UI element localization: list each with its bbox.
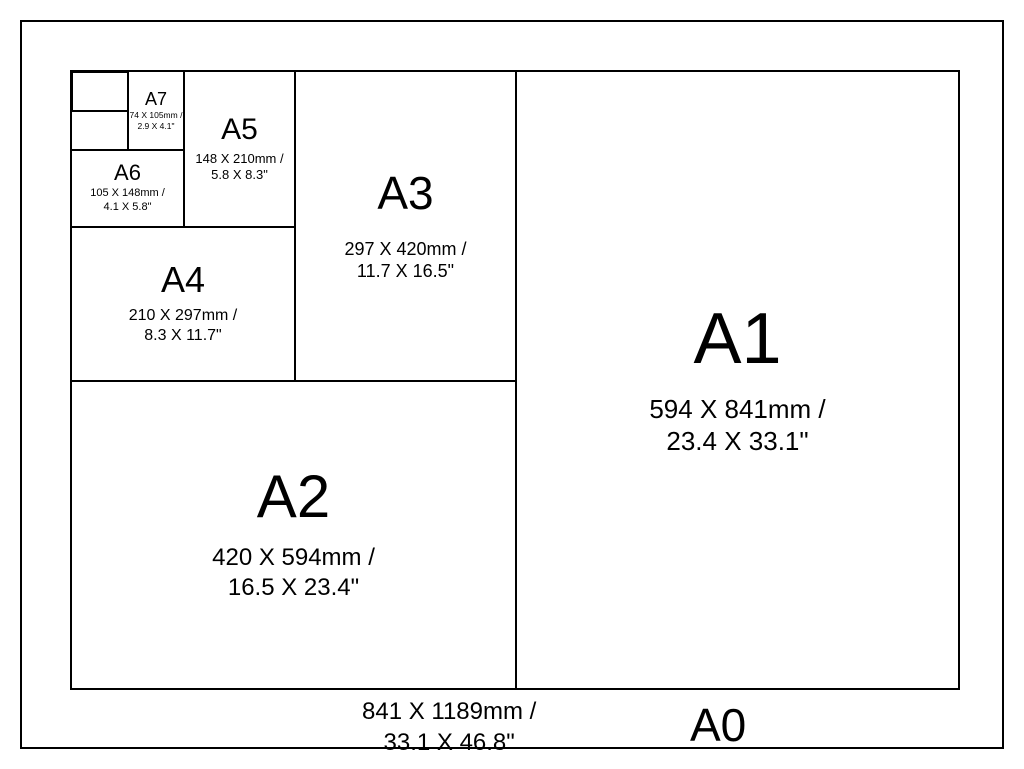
a5-name: A5 xyxy=(221,115,258,145)
a5-dims: 148 X 210mm / 5.8 X 8.3" xyxy=(195,151,283,184)
a2-box: A2 420 X 594mm / 16.5 X 23.4" xyxy=(70,380,517,690)
a1-dims: 594 X 841mm / 23.4 X 33.1" xyxy=(649,393,825,458)
a6-name: A6 xyxy=(114,162,141,184)
a3-dims: 297 X 420mm / 11.7 X 16.5" xyxy=(344,238,466,283)
a2-dims: 420 X 594mm / 16.5 X 23.4" xyxy=(212,543,375,603)
a0-name: A0 xyxy=(690,698,746,752)
a6-box: A6 105 X 148mm / 4.1 X 5.8" xyxy=(70,149,185,228)
a7-dims: 74 X 105mm / 2.9 X 4.1" xyxy=(130,110,183,131)
a7-name: A7 xyxy=(145,90,167,108)
a4-box: A4 210 X 297mm / 8.3 X 11.7" xyxy=(70,226,296,382)
a3-box: A3 297 X 420mm / 11.7 X 16.5" xyxy=(294,70,517,382)
a1-name: A1 xyxy=(693,303,781,375)
a4-dims: 210 X 297mm / 8.3 X 11.7" xyxy=(129,306,238,346)
a2-name: A2 xyxy=(257,467,330,527)
a5-box: A5 148 X 210mm / 5.8 X 8.3" xyxy=(183,70,296,228)
a4-name: A4 xyxy=(161,262,205,298)
a6-dims: 105 X 148mm / 4.1 X 5.8" xyxy=(90,187,165,215)
a0-dims: 841 X 1189mm / 33.1 X 46.8" xyxy=(362,696,536,758)
a3-name: A3 xyxy=(377,170,433,216)
a1-box: A1 594 X 841mm / 23.4 X 33.1" xyxy=(515,70,960,690)
a7-box: A7 74 X 105mm / 2.9 X 4.1" xyxy=(127,70,185,151)
a8-box xyxy=(70,110,129,151)
